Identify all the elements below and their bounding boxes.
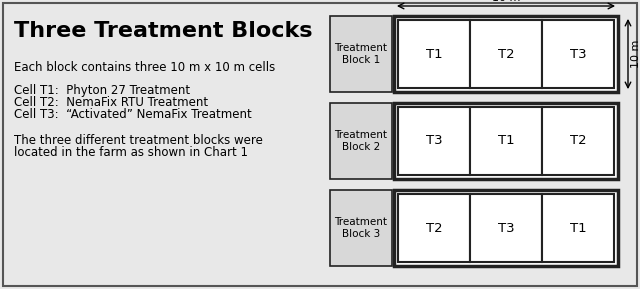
Bar — [394, 103, 618, 179]
Bar — [542, 107, 614, 175]
Bar — [394, 190, 618, 266]
Bar — [394, 16, 618, 92]
Bar — [330, 103, 392, 179]
Bar — [398, 107, 470, 175]
Text: T3: T3 — [570, 47, 586, 60]
Bar — [542, 194, 614, 262]
Text: 10 m: 10 m — [492, 0, 520, 3]
Text: Each block contains three 10 m x 10 m cells: Each block contains three 10 m x 10 m ce… — [14, 61, 275, 74]
Text: Treatment
Block 3: Treatment Block 3 — [335, 217, 387, 239]
Bar — [398, 194, 470, 262]
Text: T2: T2 — [570, 134, 586, 147]
Bar — [398, 20, 470, 88]
Bar — [330, 190, 392, 266]
Text: Three Treatment Blocks: Three Treatment Blocks — [14, 21, 312, 41]
Text: T3: T3 — [498, 221, 515, 234]
Text: located in the farm as shown in Chart 1: located in the farm as shown in Chart 1 — [14, 146, 248, 159]
Text: T3: T3 — [426, 134, 442, 147]
Text: T1: T1 — [570, 221, 586, 234]
Text: The three different treatment blocks were: The three different treatment blocks wer… — [14, 134, 263, 147]
Bar — [330, 16, 392, 92]
Text: T2: T2 — [426, 221, 442, 234]
Text: T2: T2 — [498, 47, 515, 60]
Bar — [542, 20, 614, 88]
Text: Cell T2:  NemaFix RTU Treatment: Cell T2: NemaFix RTU Treatment — [14, 96, 208, 109]
Bar — [470, 107, 542, 175]
Text: 10 m: 10 m — [631, 40, 640, 68]
Text: Treatment
Block 1: Treatment Block 1 — [335, 43, 387, 65]
Text: Treatment
Block 2: Treatment Block 2 — [335, 130, 387, 152]
Text: T1: T1 — [498, 134, 515, 147]
Text: T1: T1 — [426, 47, 442, 60]
Text: Cell T1:  Phyton 27 Treatment: Cell T1: Phyton 27 Treatment — [14, 84, 190, 97]
Bar — [470, 194, 542, 262]
Bar — [470, 20, 542, 88]
Text: Cell T3:  “Activated” NemaFix Treatment: Cell T3: “Activated” NemaFix Treatment — [14, 108, 252, 121]
